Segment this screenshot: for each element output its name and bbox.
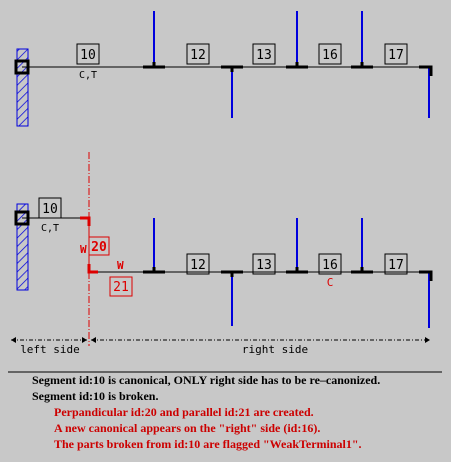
origin-node-icon <box>14 210 30 226</box>
top-diagram: 10 C,T 12 13 16 17 <box>14 11 433 127</box>
segment-label: 16 C <box>318 253 342 289</box>
parallel-corner <box>87 264 98 274</box>
segment-label: 13 <box>252 43 276 65</box>
svg-text:16: 16 <box>322 258 338 273</box>
end-marker <box>419 270 433 281</box>
caption-line: Perpandicular id:20 and parallel id:21 a… <box>54 405 314 419</box>
caption: Segment id:10 is canonical, ONLY right s… <box>0 372 451 452</box>
junction-marker <box>221 65 243 72</box>
segment-label: 10 C,T <box>38 197 62 234</box>
origin-node-icon <box>14 59 30 75</box>
svg-text:W: W <box>117 259 124 272</box>
svg-text:10: 10 <box>80 48 96 63</box>
svg-text:12: 12 <box>190 258 206 273</box>
svg-text:10: 10 <box>42 202 58 217</box>
wall-hatched-icon <box>16 48 29 127</box>
svg-text:20: 20 <box>91 240 107 255</box>
segment-label: 12 <box>186 43 210 65</box>
svg-text:C,T: C,T <box>79 70 97 81</box>
perpendicular-corner <box>80 216 91 226</box>
junction-marker <box>143 62 165 69</box>
svg-text:16: 16 <box>322 48 338 63</box>
junction-marker <box>286 267 308 274</box>
parallel-segment-label: W 21 <box>109 259 133 297</box>
svg-text:C,T: C,T <box>41 223 59 234</box>
svg-text:17: 17 <box>388 258 404 273</box>
end-marker <box>419 65 433 76</box>
junction-marker <box>221 270 243 277</box>
junction-marker <box>143 267 165 274</box>
caption-line: The parts broken from id:10 are flagged … <box>54 437 362 451</box>
svg-text:12: 12 <box>190 48 206 63</box>
segment-label: 10 C,T <box>76 43 100 81</box>
perpendicular-segment-label: W 20 <box>80 236 110 256</box>
bottom-diagram: 10 C,T W 20 W 21 12 13 16 C <box>11 152 433 356</box>
junction-marker <box>286 62 308 69</box>
segment-label: 12 <box>186 253 210 275</box>
svg-text:W: W <box>80 243 87 256</box>
svg-text:13: 13 <box>256 258 272 273</box>
caption-line: Segment id:10 is canonical, ONLY right s… <box>32 373 381 387</box>
right-side-dimension: right side <box>91 337 430 356</box>
svg-text:13: 13 <box>256 48 272 63</box>
segment-label: 17 <box>384 43 408 65</box>
svg-text:21: 21 <box>113 280 129 295</box>
junction-marker <box>351 62 373 69</box>
segment-label: 17 <box>384 253 408 275</box>
segment-label: 13 <box>252 253 276 275</box>
svg-text:left side: left side <box>20 343 80 356</box>
svg-text:right side: right side <box>242 343 308 356</box>
caption-line: Segment id:10 is broken. <box>32 389 159 403</box>
caption-line: A new canonical appears on the "right" s… <box>54 421 321 435</box>
svg-text:17: 17 <box>388 48 404 63</box>
junction-marker <box>351 267 373 274</box>
left-side-dimension: left side <box>11 337 87 356</box>
wall-hatched-icon <box>16 203 29 291</box>
segment-label: 16 <box>318 43 342 65</box>
svg-text:C: C <box>327 276 334 289</box>
